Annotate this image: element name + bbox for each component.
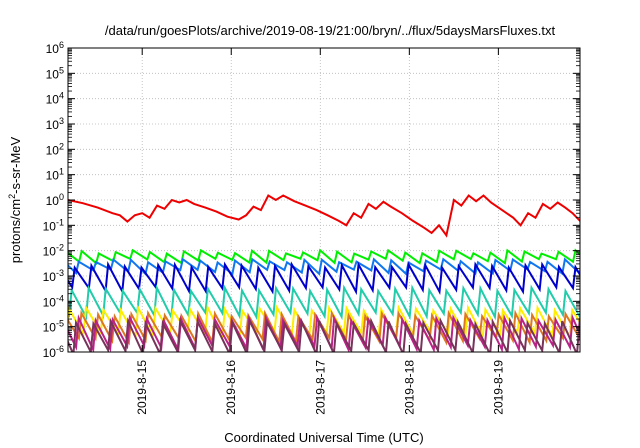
y-tick-labels: 10-610-510-410-310-210-11001011021031041… — [43, 40, 64, 360]
x-tick-label: 2019-8-15 — [135, 360, 149, 415]
series-line — [68, 316, 580, 352]
y-tick-exponent: 2 — [59, 141, 64, 151]
y-tick-base: 10 — [46, 42, 60, 56]
y-tick-exponent: 0 — [59, 192, 64, 202]
x-tick-label: 2019-8-19 — [491, 360, 505, 415]
y-tick-base: 10 — [46, 67, 60, 81]
x-tick-label: 2019-8-16 — [224, 360, 238, 415]
y-tick-base: 10 — [43, 321, 57, 335]
series-line — [68, 284, 580, 321]
y-axis-label: protons/cm2-s-sr-MeV — [7, 136, 23, 263]
y-tick-exponent: 6 — [59, 40, 64, 50]
y-tick-label: 10-4 — [43, 293, 64, 309]
y-tick-label: 10-3 — [43, 268, 64, 284]
series-line — [68, 260, 580, 296]
series-line — [68, 194, 580, 238]
series-line — [68, 309, 580, 347]
y-tick-exponent: 4 — [59, 91, 64, 101]
y-tick-exponent: 5 — [59, 65, 64, 75]
x-tick-label: 2019-8-17 — [313, 360, 327, 415]
y-tick-exponent: -1 — [56, 217, 64, 227]
y-tick-exponent: -4 — [56, 293, 64, 303]
y-tick-base: 10 — [46, 118, 60, 132]
y-tick-base: 10 — [46, 194, 60, 208]
y-tick-label: 101 — [46, 167, 64, 183]
y-tick-label: 102 — [46, 141, 64, 157]
y-tick-base: 10 — [43, 346, 57, 360]
y-tick-label: 105 — [46, 65, 64, 81]
y-tick-base: 10 — [43, 270, 57, 284]
y-tick-label: 10-1 — [43, 217, 64, 233]
y-tick-base: 10 — [43, 295, 57, 309]
y-tick-label: 10-6 — [43, 344, 64, 360]
y-axis-label-suffix: -s-sr-MeV — [8, 136, 23, 193]
y-tick-exponent: -5 — [56, 319, 64, 329]
y-tick-label: 100 — [46, 192, 64, 208]
y-axis-label-sup: 2 — [7, 194, 17, 199]
y-tick-label: 103 — [46, 116, 64, 132]
x-axis-label: Coordinated Universal Time (UTC) — [224, 430, 423, 445]
grid — [68, 47, 580, 353]
series-group — [68, 194, 580, 352]
y-tick-base: 10 — [46, 169, 60, 183]
y-tick-exponent: 1 — [59, 167, 64, 177]
y-tick-exponent: -2 — [56, 243, 64, 253]
y-tick-base: 10 — [43, 245, 57, 259]
y-tick-base: 10 — [46, 93, 60, 107]
y-axis-label-prefix: protons/cm — [8, 199, 23, 263]
y-tick-label: 10-2 — [43, 243, 64, 259]
y-tick-base: 10 — [43, 219, 57, 233]
y-tick-label: 106 — [46, 40, 64, 56]
y-tick-exponent: -6 — [56, 344, 64, 354]
plot-frame — [67, 47, 581, 353]
series-line — [68, 248, 580, 265]
y-tick-base: 10 — [46, 143, 60, 157]
y-tick-label: 10-5 — [43, 319, 64, 335]
chart-title: /data/run/goesPlots/archive/2019-08-19/2… — [105, 23, 556, 38]
y-tick-label: 104 — [46, 91, 64, 107]
x-tick-label: 2019-8-18 — [402, 360, 416, 415]
series-line — [68, 313, 580, 352]
y-tick-exponent: -3 — [56, 268, 64, 278]
x-tick-labels: 2019-8-15 2019-8-16 2019-8-17 2019-8-18 2019… — [135, 360, 505, 415]
axes — [67, 47, 581, 353]
y-tick-exponent: 3 — [59, 116, 64, 126]
